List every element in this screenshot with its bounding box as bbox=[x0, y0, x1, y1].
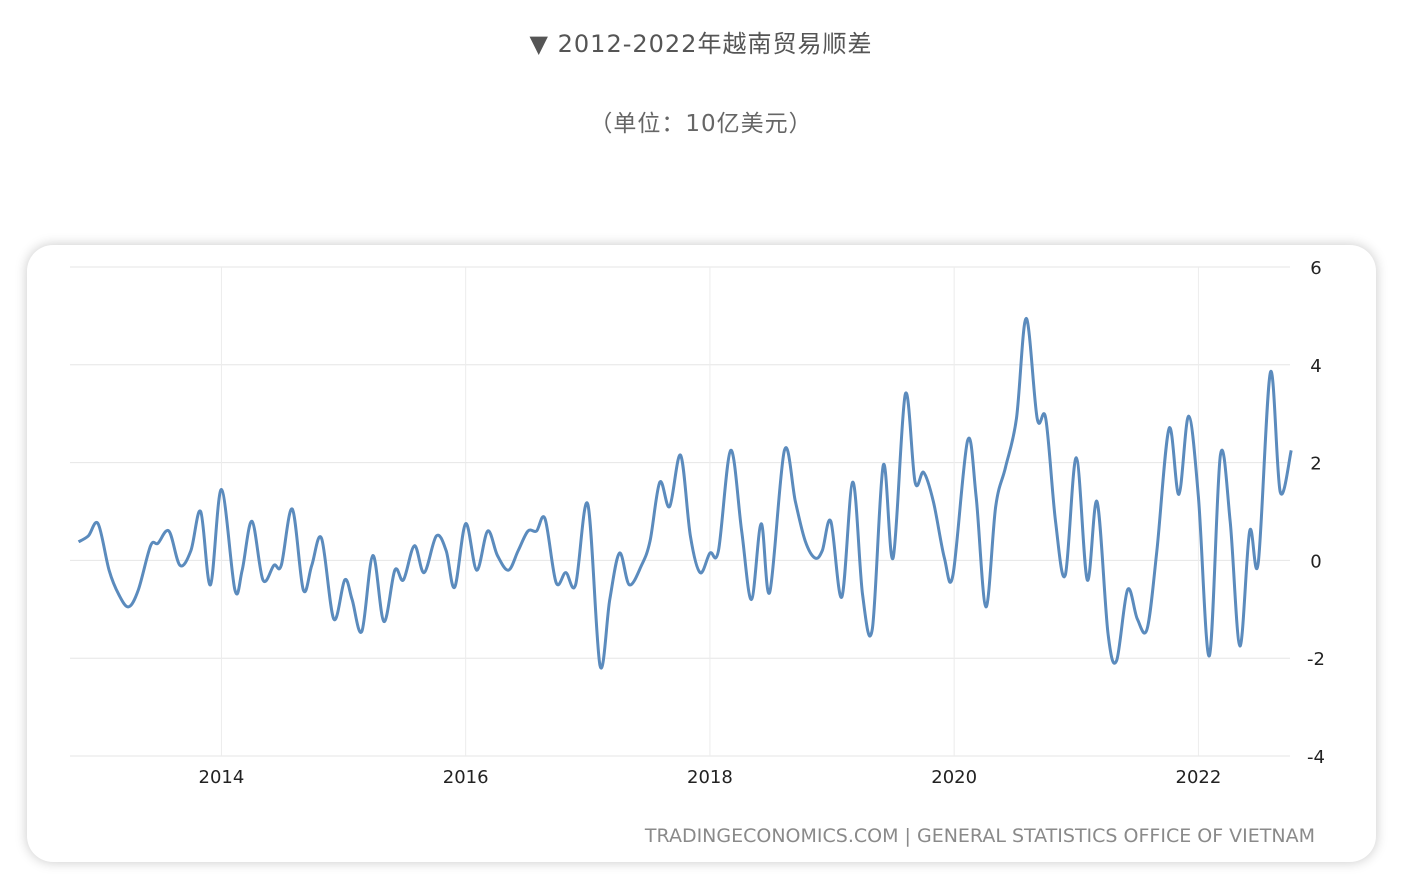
x-tick-label: 2016 bbox=[443, 767, 489, 788]
y-tick-label: 0 bbox=[1310, 551, 1321, 572]
x-tick-label: 2022 bbox=[1176, 767, 1222, 788]
y-tick-label: 6 bbox=[1310, 258, 1321, 279]
chart-title: ▼ 2012-2022年越南贸易顺差 bbox=[529, 30, 873, 58]
chart-card bbox=[27, 245, 1376, 862]
y-tick-label: 4 bbox=[1310, 356, 1321, 377]
y-tick-label: 2 bbox=[1310, 454, 1321, 475]
chart-subtitle: （单位：10亿美元） bbox=[589, 111, 813, 137]
y-tick-label: -4 bbox=[1307, 747, 1325, 768]
source: TRADINGECONOMICS.COM | GENERAL STATISTIC… bbox=[644, 825, 1315, 847]
x-tick-label: 2014 bbox=[199, 767, 245, 788]
data-line bbox=[77, 316, 1293, 670]
x-tick-label: 2018 bbox=[687, 767, 733, 788]
y-tick-label: -2 bbox=[1307, 649, 1325, 670]
x-tick-label: 2020 bbox=[931, 767, 977, 788]
